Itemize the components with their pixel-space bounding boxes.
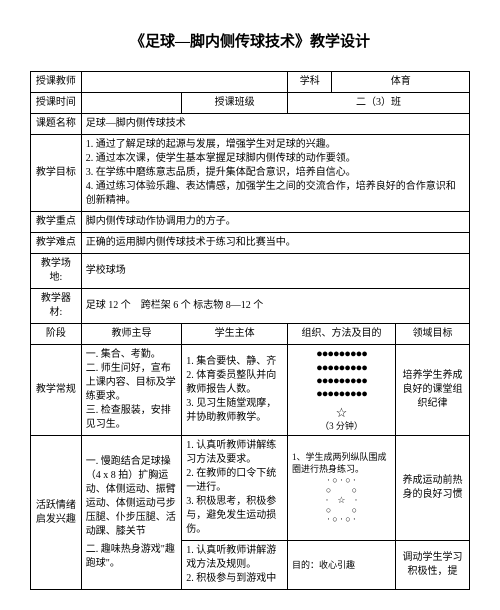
stage2-teacher: 一. 慢跑结合足球操（4 x 8 拍）扩胸运动、体侧运动、振臂运动、体侧运动弓步… (81, 436, 181, 590)
teacher-value (81, 72, 287, 93)
equip-value: 足球 12 个 跨栏架 6 个 标志物 8—12 个 (81, 289, 469, 324)
venue-value: 学校球场 (81, 254, 469, 289)
formation-row: ●●●●●●●●● (292, 388, 391, 401)
s2-sa1: 1. 认真听教师讲解练习方法及要求。 (186, 439, 283, 467)
teacher-star-icon: ☆ (292, 405, 391, 421)
formation-row: ●●●●●●●●● (292, 348, 391, 361)
h-org: 组织、方法及目的 (288, 324, 396, 345)
page-title: 《足球—脚内侧传球技术》教学设计 (30, 30, 470, 51)
difficulty-value: 正确的运用脚内侧传球技术于练习和比赛当中。 (81, 233, 469, 254)
stage2-name: 活跃情绪 启发兴趣 (31, 436, 82, 590)
equip-label: 教学器材: (31, 289, 82, 324)
circle-formation-icon: · ○ · ○ · ○ ○ · ☆ · ○ ○ · ○ · ○ · (292, 476, 391, 525)
s1-t1: 一. 集合、考勤。 (86, 348, 177, 362)
goal-3: 3. 在学练中磨练意志品质，提升集体配合意识，培养自信心。 (86, 166, 465, 180)
keypoint-value: 脚内侧传球动作协调用力的方子。 (81, 212, 469, 233)
class-label: 授课班级 (182, 93, 288, 114)
teacher-label: 授课教师 (31, 72, 82, 93)
s2-sb2: 2. 积极参与到游戏中 (186, 572, 283, 586)
s2-org-b-text: 目的：收心引趣 (292, 559, 391, 572)
subject-value: 体育 (332, 72, 470, 93)
h-domain: 领域目标 (395, 324, 469, 345)
s2-sb1: 1. 认真听教师讲解游戏方法及规则。 (186, 544, 283, 572)
s2-ta2: 二. 趣味热身游戏"趣跑球"。 (86, 543, 177, 571)
goals-label: 教学目标 (31, 135, 82, 212)
topic-label: 课题名称 (31, 114, 82, 135)
topic-value: 足球—脚内侧传球技术 (81, 114, 469, 135)
subject-label: 学科 (288, 72, 332, 93)
goal-4: 4. 通过练习体验乐趣、表达情感，加强学生之间的交流合作，培养良好的合作意识和创… (86, 180, 465, 208)
s1-t3: 三. 检查服装，安排见习生。 (86, 404, 177, 432)
stage2-org-a: 1、学生成两列纵队围成圈进行热身练习。 · ○ · ○ · ○ ○ · ☆ · … (288, 436, 396, 541)
stage2-domain-b: 调动学生学习积极性，提 (395, 541, 469, 590)
s1-s3: 3. 见习生随堂观摩，并协助教师教学。 (186, 397, 283, 425)
formation-row: ●●●●●●●●● (292, 362, 391, 375)
venue-label: 教学场地: (31, 254, 82, 289)
h-stage: 阶段 (31, 324, 82, 345)
difficulty-label: 教学难点 (31, 233, 82, 254)
stage2-student-a: 1. 认真听教师讲解练习方法及要求。 2. 在教师的口令下统一进行。 3. 积极… (182, 436, 288, 541)
goal-1: 1. 通过了解足球的起源与发展，增强学生对足球的兴趣。 (86, 138, 465, 152)
stage1-student: 1. 集合要快、静、齐 2. 体育委员整队并向教师报告人数。 3. 见习生随堂观… (182, 345, 288, 436)
h-student: 学生主体 (182, 324, 288, 345)
h-teacher: 教师主导 (81, 324, 181, 345)
lesson-plan-table: 授课教师 学科 体育 授课时间 授课班级 二（3）班 课题名称 足球—脚内侧传球… (30, 71, 470, 590)
s2-sa2: 2. 在教师的口令下统一进行。 (186, 467, 283, 495)
formation-row: ●●●●●●●●● (292, 375, 391, 388)
s1-s1: 1. 集合要快、静、齐 (186, 355, 283, 369)
stage1-domain: 培养学生养成良好的课堂组织纪律 (395, 345, 469, 436)
stage1-org: ●●●●●●●●● ●●●●●●●●● ●●●●●●●●● ●●●●●●●●● … (288, 345, 396, 436)
time-label: 授课时间 (31, 93, 82, 114)
s2-ta1: 一. 慢跑结合足球操（4 x 8 拍）扩胸运动、体侧运动、振臂运动、体侧运动弓步… (86, 455, 177, 539)
stage2-student-b: 1. 认真听教师讲解游戏方法及规则。 2. 积极参与到游戏中 (182, 541, 288, 590)
goal-2: 2. 通过本次课，使学生基本掌握足球脚内侧传球的动作要领。 (86, 152, 465, 166)
keypoint-label: 教学重点 (31, 212, 82, 233)
s2-sa3: 3. 积极思考，积极参与，避免发生运动损伤。 (186, 495, 283, 537)
time-value (81, 93, 181, 114)
stage1-teacher: 一. 集合、考勤。 二. 师生问好，宣布上课内容、目标及学练要求。 三. 检查服… (81, 345, 181, 436)
s1-t2: 二. 师生问好，宣布上课内容、目标及学练要求。 (86, 362, 177, 404)
stage2-org-b: 目的：收心引趣 (288, 541, 396, 590)
stage1-time: （3 分钟） (292, 421, 391, 432)
stage2-domain-a: 养成运动前热身的良好习惯 (395, 436, 469, 541)
s2-org-a-text: 1、学生成两列纵队围成圈进行热身练习。 (292, 451, 391, 476)
s1-s2: 2. 体育委员整队并向教师报告人数。 (186, 369, 283, 397)
goals-value: 1. 通过了解足球的起源与发展，增强学生对足球的兴趣。 2. 通过本次课，使学生… (81, 135, 469, 212)
stage1-name: 教学常规 (31, 345, 82, 436)
class-value: 二（3）班 (288, 93, 470, 114)
